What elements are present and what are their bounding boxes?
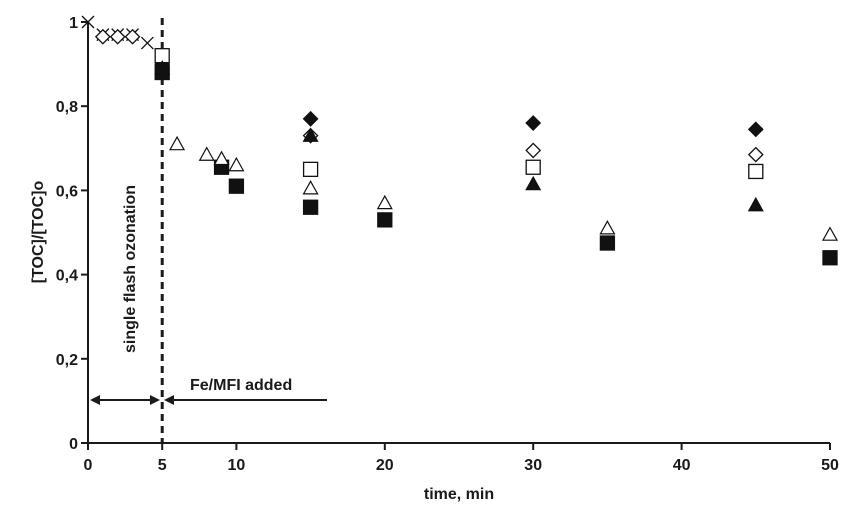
square-filled-marker bbox=[302, 199, 319, 215]
data-markers bbox=[81, 15, 839, 266]
x-tick-label: 0 bbox=[84, 457, 93, 474]
arrowhead-right-icon bbox=[150, 395, 160, 405]
square-filled-marker bbox=[377, 212, 393, 228]
y-tick-label: 0,2 bbox=[56, 352, 78, 369]
cross-marker bbox=[140, 36, 154, 50]
triangle-filled-marker bbox=[302, 127, 319, 142]
fe-mfi-arrow bbox=[164, 395, 327, 405]
square-filled-marker bbox=[599, 235, 616, 251]
y-tick-label: 0,4 bbox=[56, 268, 78, 285]
diamond-filled-marker bbox=[747, 121, 764, 138]
x-tick-label: 20 bbox=[376, 457, 394, 474]
square-filled-marker bbox=[228, 178, 245, 194]
triangle-open-marker bbox=[169, 135, 186, 151]
diamond-open-marker bbox=[525, 142, 542, 159]
y-tick-label: 1 bbox=[69, 15, 78, 32]
cross-marker bbox=[81, 15, 95, 29]
diamond-open-marker bbox=[109, 28, 126, 45]
diamond-filled-marker bbox=[525, 115, 542, 131]
triangle-open-marker bbox=[213, 150, 230, 166]
x-tick-label: 5 bbox=[158, 457, 167, 474]
triangle-open-marker bbox=[821, 226, 839, 241]
ticks bbox=[81, 21, 831, 450]
square-open-marker bbox=[525, 159, 541, 175]
triangle-open-marker bbox=[376, 194, 393, 210]
triangle-filled-marker bbox=[747, 196, 764, 212]
x-tick-label: 40 bbox=[673, 457, 691, 474]
ozonation-period-arrow bbox=[90, 395, 160, 405]
x-tick-label: 30 bbox=[524, 457, 542, 474]
arrowhead-left-icon bbox=[90, 395, 100, 405]
diamond-filled-marker bbox=[302, 110, 319, 127]
arrowhead-left-icon bbox=[164, 395, 174, 405]
y-axis-label: [TOC]/[TOC]o bbox=[30, 181, 47, 284]
triangle-open-marker bbox=[599, 220, 616, 235]
square-open-marker bbox=[748, 163, 764, 180]
fe-mfi-added-label: Fe/MFI added bbox=[190, 377, 292, 394]
annotations: single flash ozonation Fe/MFI added bbox=[90, 18, 327, 443]
triangle-open-marker bbox=[228, 156, 245, 172]
y-tick-label: 0,8 bbox=[56, 99, 78, 116]
triangle-open-marker bbox=[198, 146, 215, 161]
x-tick-label: 50 bbox=[821, 457, 839, 474]
x-axis-label: time, min bbox=[424, 486, 494, 503]
y-tick-label: 0,6 bbox=[56, 183, 78, 200]
diamond-open-marker bbox=[94, 28, 111, 45]
square-open-marker bbox=[302, 161, 319, 178]
triangle-filled-marker bbox=[154, 60, 171, 75]
x-tick-label: 10 bbox=[228, 457, 246, 474]
diamond-open-marker bbox=[124, 28, 141, 45]
y-tick-label: 0 bbox=[69, 436, 78, 453]
axes bbox=[87, 22, 830, 444]
single-flash-ozonation-label: single flash ozonation bbox=[122, 185, 139, 353]
triangle-open-marker bbox=[302, 180, 319, 195]
triangle-filled-marker bbox=[525, 175, 542, 191]
square-filled-marker bbox=[822, 250, 838, 266]
tick-labels: 0 5 10 20 30 40 50 0 0,2 0,4 0,6 0,8 1 bbox=[56, 15, 839, 474]
diamond-open-marker bbox=[747, 146, 764, 163]
